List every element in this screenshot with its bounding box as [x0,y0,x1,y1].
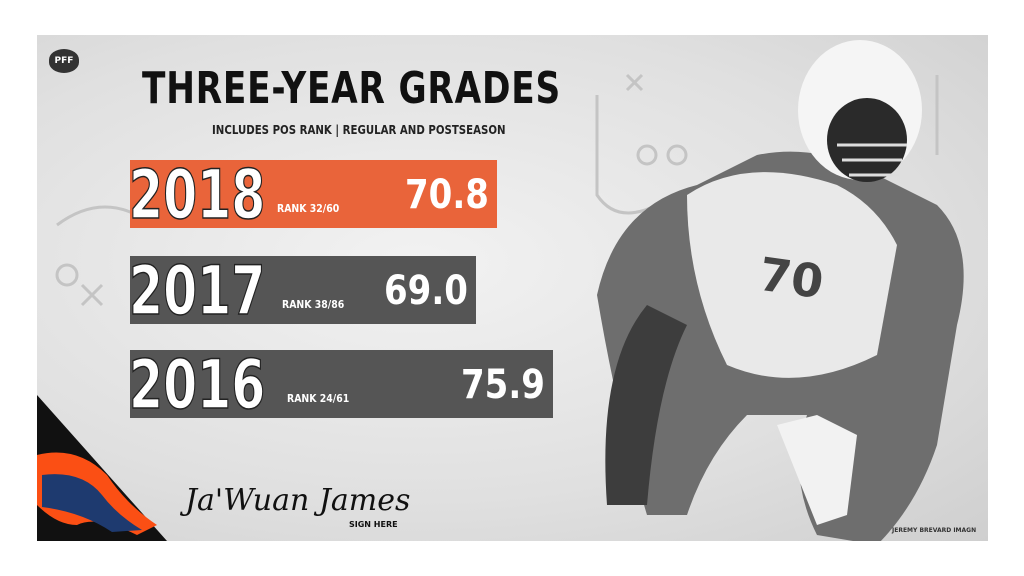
season-grade: 69.0 [384,268,468,314]
signature-caption: SIGN HERE [349,520,398,529]
season-year: 2016 [128,345,266,426]
season-grade: 70.8 [405,172,489,218]
photo-credit: JEREMY BREVARD IMAGN [892,527,977,534]
svg-text:70: 70 [756,247,827,309]
season-year: 2018 [128,155,266,236]
season-year: 2017 [128,251,266,332]
grade-bar [130,160,497,228]
subtitle: INCLUDES POS RANK | REGULAR AND POSTSEAS… [212,123,506,137]
grade-bar [130,256,476,324]
background-art: 70 [37,40,964,541]
signature: Ja'Wuan James [185,483,411,518]
season-grade: 75.9 [461,362,545,408]
position-rank: RANK 38/86 [282,298,345,311]
position-rank: RANK 24/61 [287,392,350,405]
player-image: 70 [597,40,964,541]
title: THREE-YEAR GRADES [142,63,561,114]
position-rank: RANK 32/60 [277,202,340,215]
team-logo [37,395,167,541]
brand-logo: PFF [49,49,79,73]
grade-bar [130,350,553,418]
graphic-panel: 70 PFF THREE-YEAR GRADES INCLUDES POS RA… [37,35,988,541]
